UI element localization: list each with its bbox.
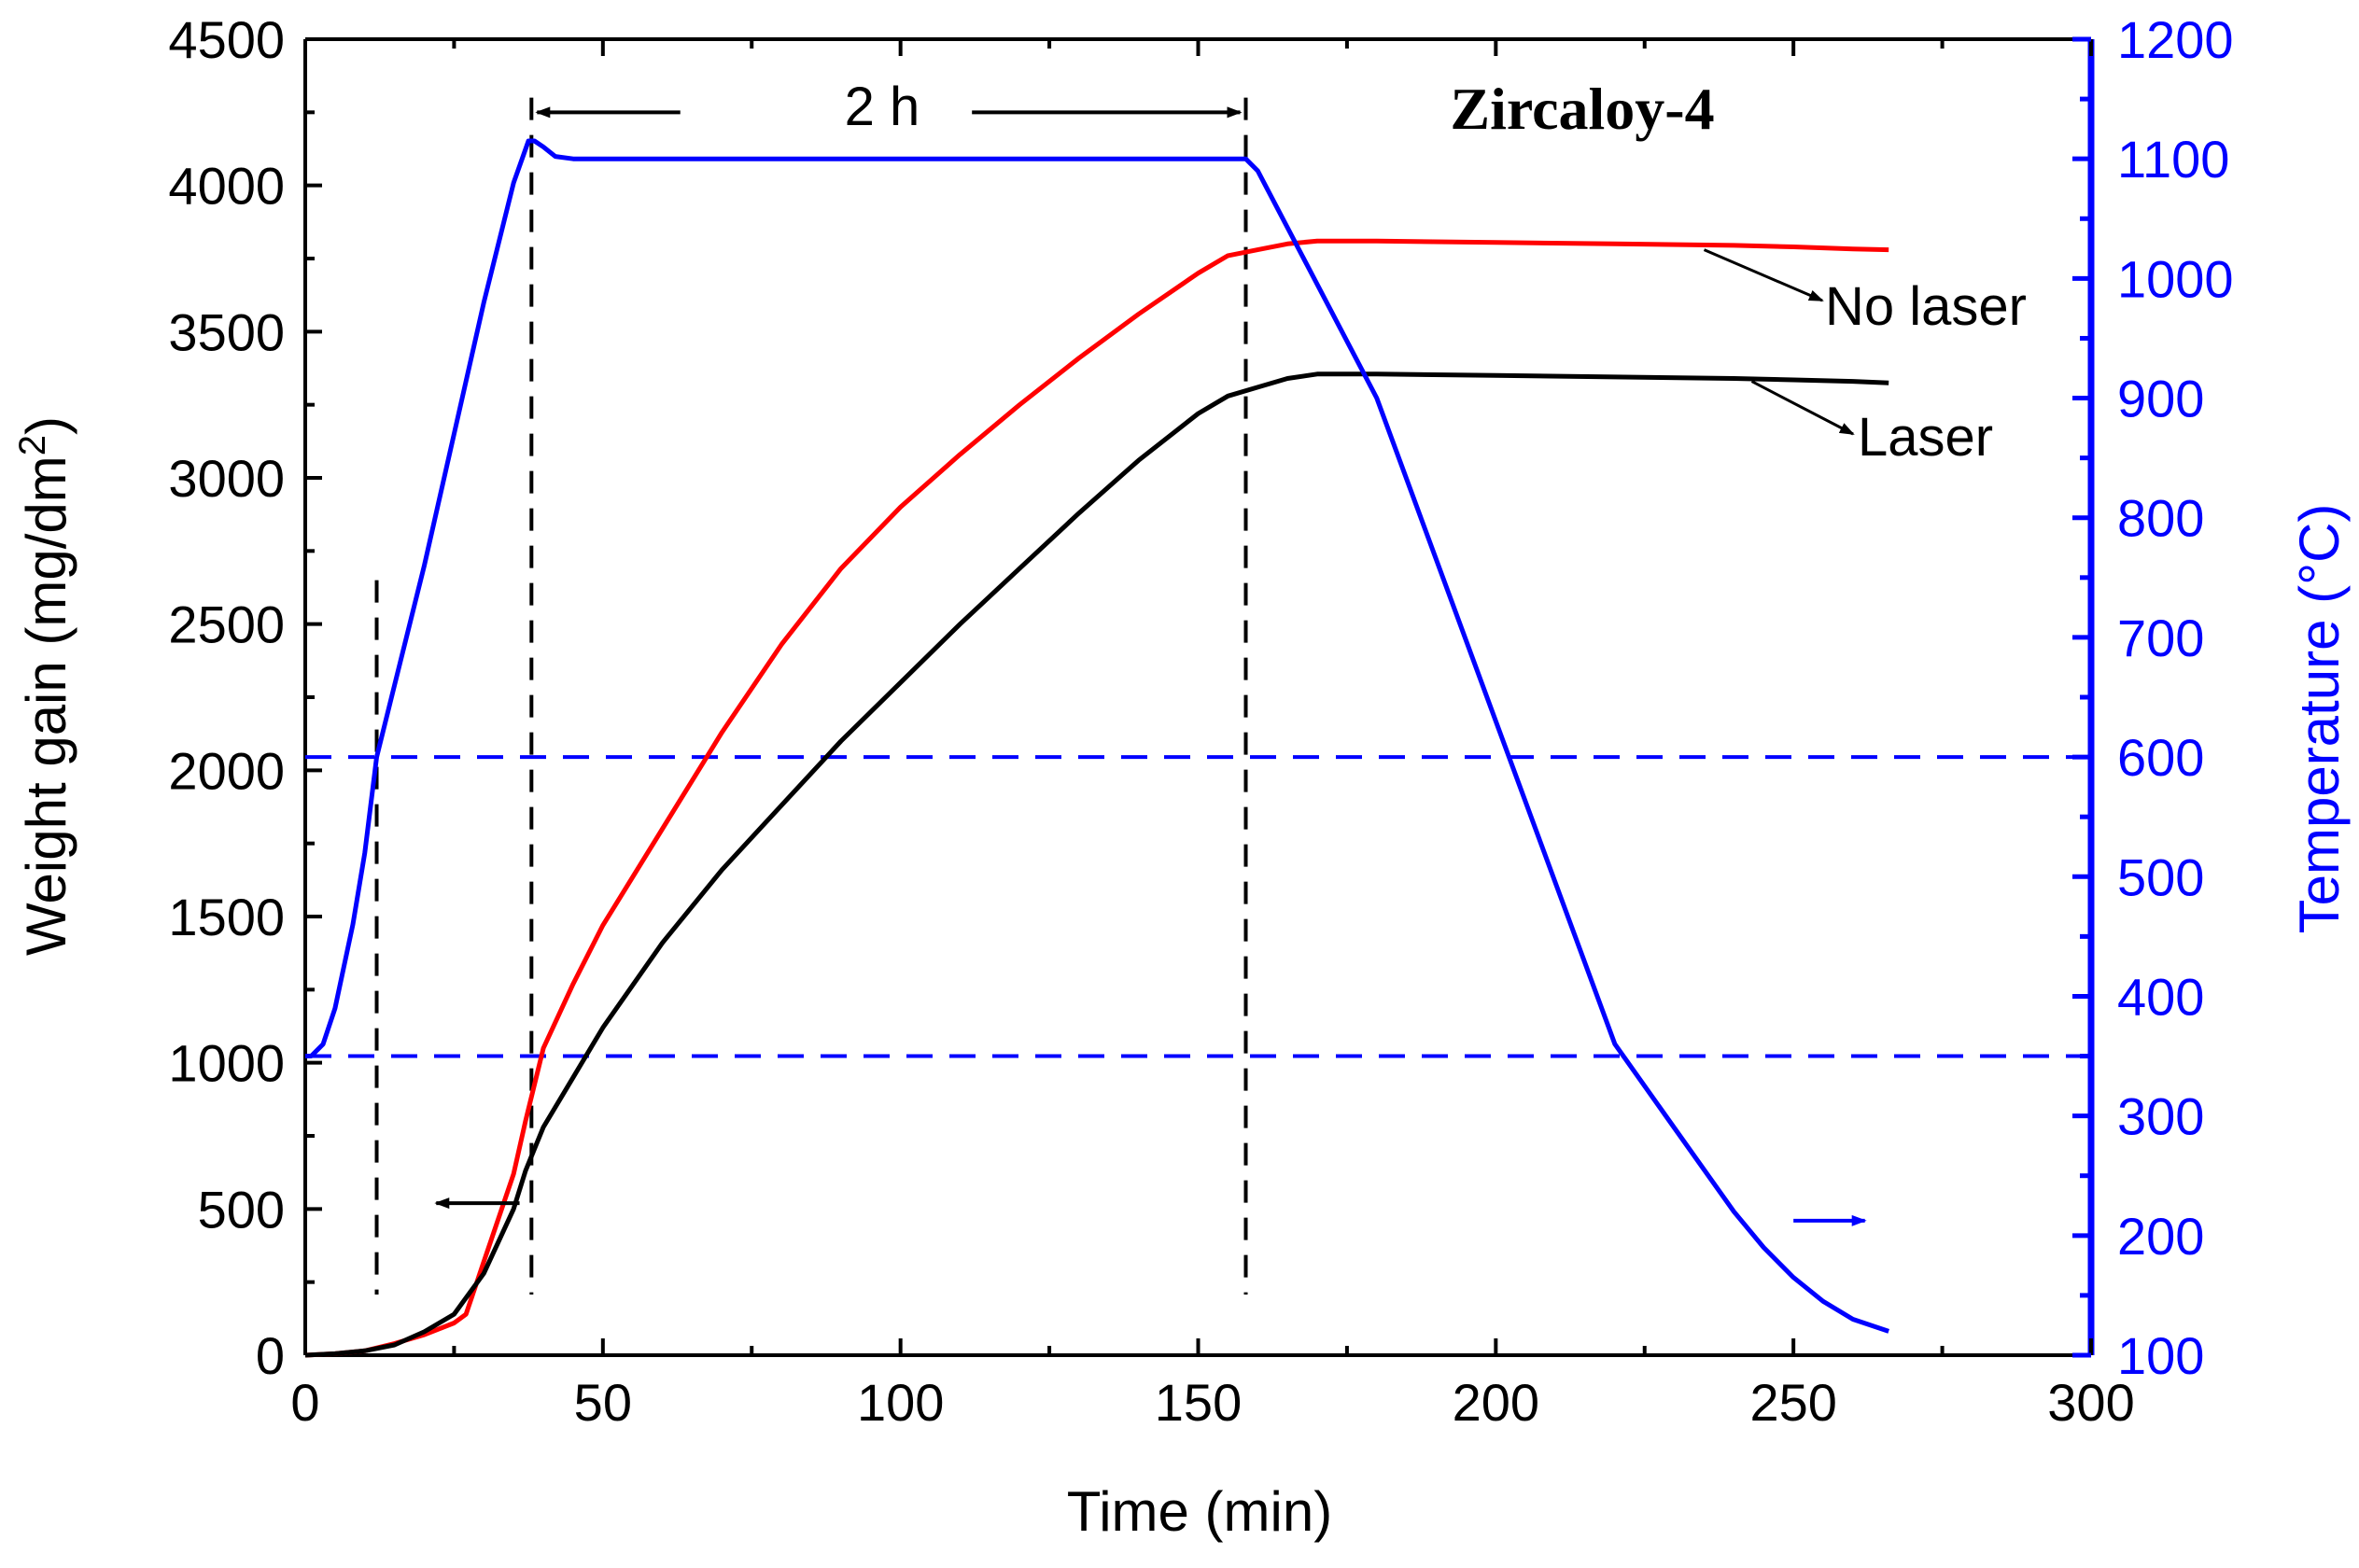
y-right-tick-label: 100 [2117, 1326, 2204, 1385]
annotation-laser-label: Laser [1858, 407, 1993, 468]
y-left-label-main: Weight gain (mg/dm [15, 455, 77, 956]
y-right-tick-label: 1000 [2117, 249, 2234, 308]
x-tick-label: 50 [574, 1373, 632, 1432]
annotation-no-laser-arrow [1703, 248, 1824, 302]
annotation-laser-arrow [1750, 380, 1855, 436]
x-tick-label: 300 [2047, 1373, 2134, 1432]
x-tick-label: 100 [857, 1373, 944, 1432]
y-right-tick-label: 1100 [2117, 130, 2229, 189]
y-right-axis-label: Temperature (°C) [2288, 504, 2351, 934]
chart-title: Zircaloy-4 [1450, 76, 1714, 142]
y-right-tick-label: 200 [2117, 1207, 2204, 1266]
y-left-tick-label: 2000 [168, 741, 285, 800]
series-line-temperature [305, 138, 1889, 1334]
x-tick-label: 0 [290, 1373, 319, 1432]
y-right-tick-label: 1200 [2117, 10, 2234, 69]
y-right-tick-label: 600 [2117, 728, 2204, 787]
y-left-tick-label: 3500 [168, 302, 285, 361]
y-left-label-end: ) [15, 416, 77, 435]
annotation-2h-label: 2 h [845, 77, 920, 137]
y-left-tick-label: 4500 [168, 10, 285, 69]
y-left-label-superscript: 2 [12, 435, 53, 455]
y-right-tick-label: 300 [2117, 1087, 2204, 1146]
y-right-tick-label: 800 [2117, 489, 2204, 548]
y-right-tick-label: 900 [2117, 370, 2204, 428]
x-tick-label: 200 [1453, 1373, 1539, 1432]
x-tick-label: 250 [1749, 1373, 1836, 1432]
y-left-tick-label: 4000 [168, 157, 285, 216]
x-axis-label: Time (min) [1067, 1480, 1332, 1543]
y-left-tick-label: 1500 [168, 888, 285, 946]
y-left-tick-label: 500 [198, 1180, 285, 1239]
y-left-tick-label: 3000 [168, 449, 285, 508]
y-right-tick-label: 700 [2117, 609, 2204, 667]
y-right-tick-label: 400 [2117, 967, 2204, 1026]
y-left-tick-label: 1000 [168, 1034, 285, 1093]
plot-area: 0 50 100 150 200 250 3000500100015002000250030… [168, 10, 2233, 1432]
x-tick-label: 150 [1155, 1373, 1242, 1432]
y-left-axis-label: Weight gain (mg/dm2) [12, 416, 77, 956]
series-line-no-laser [304, 238, 1889, 1358]
y-left-tick-label: 0 [256, 1326, 285, 1385]
y-right-tick-label: 500 [2117, 847, 2204, 906]
series-line-laser [304, 371, 1889, 1358]
y-left-tick-label: 2500 [168, 595, 285, 654]
annotation-no-laser-label: No laser [1825, 276, 2027, 337]
